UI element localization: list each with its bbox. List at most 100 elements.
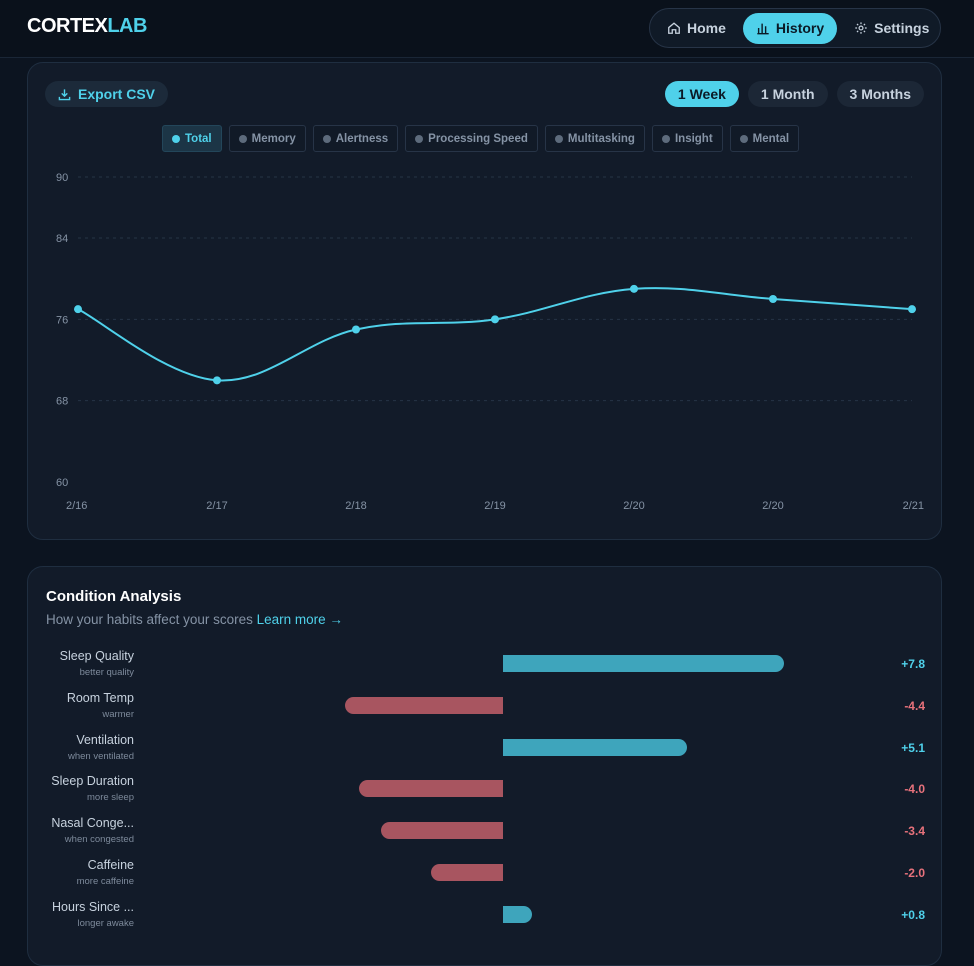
filter-processing-speed[interactable]: Processing Speed <box>405 125 538 152</box>
filter-dot-icon <box>172 134 180 143</box>
factor-row: Sleep Quality better quality +7.8 <box>28 649 943 687</box>
filter-memory[interactable]: Memory <box>228 125 306 152</box>
metric-filters: Total Memory Alertness Processing Speed … <box>162 125 800 152</box>
condition-title: Condition Analysis <box>46 588 182 605</box>
y-tick-label: 68 <box>56 396 68 408</box>
x-tick-label: 2/20 <box>623 500 644 512</box>
filter-label: Total <box>185 132 212 145</box>
x-tick-label: 2/16 <box>66 500 87 512</box>
condition-subtitle: How your habits affect your scores Learn… <box>46 612 343 627</box>
range-1-month-button[interactable]: 1 Month <box>747 81 828 107</box>
series-line-total <box>77 287 913 382</box>
condition-analysis-card: Condition Analysis How your habits affec… <box>27 566 942 966</box>
factor-bar <box>503 905 532 923</box>
factor-value: +5.1 <box>901 740 925 755</box>
y-tick-label: 76 <box>56 314 68 326</box>
factor-row: Caffeine more caffeine -2.0 <box>28 858 943 896</box>
y-tick-label: 84 <box>56 233 68 245</box>
factor-bar <box>503 655 784 672</box>
gear-icon <box>855 22 867 34</box>
factor-description: warmer <box>102 708 134 720</box>
nav-settings-button[interactable]: Settings <box>841 13 942 44</box>
factor-bar <box>344 696 503 714</box>
factor-name: Ventilation <box>76 732 134 747</box>
filter-insight[interactable]: Insight <box>651 125 723 152</box>
filter-total[interactable]: Total <box>162 125 222 152</box>
factor-description: longer awake <box>77 917 134 929</box>
factor-name: Sleep Duration <box>51 774 134 789</box>
factor-row: Hours Since ... longer awake +0.8 <box>28 900 943 938</box>
factor-bar <box>431 864 503 881</box>
x-tick-label: 2/20 <box>762 500 783 512</box>
nav-home-button[interactable]: Home <box>654 13 739 44</box>
export-csv-label: Export CSV <box>78 86 156 102</box>
filter-dot-icon <box>554 134 563 143</box>
x-tick-label: 2/18 <box>345 500 366 512</box>
factor-row: Sleep Duration more sleep -4.0 <box>28 774 943 812</box>
logo-part-2: LAB <box>107 15 147 37</box>
score-line-chart: 90 84 76 68 60 2/16 2/17 2/18 2/19 2/20 2/20 2/21 <box>56 172 924 512</box>
factor-row: Room Temp warmer -4.4 <box>28 691 943 729</box>
factor-description: when congested <box>64 834 134 846</box>
filter-mental[interactable]: Mental <box>729 125 800 152</box>
filter-label: Mental <box>752 132 790 145</box>
filter-label: Processing Speed <box>428 132 528 145</box>
x-tick-label: 2/21 <box>903 500 924 512</box>
factor-description: more caffeine <box>76 876 134 887</box>
filter-dot-icon <box>415 134 424 143</box>
filter-label: Multitasking <box>567 132 635 145</box>
learn-more-link[interactable]: Learn more → <box>256 612 343 627</box>
nav-history-label: History <box>775 20 825 36</box>
top-bar: CORTEXLAB Home History Settings <box>0 0 974 58</box>
factor-value: -2.0 <box>904 866 925 880</box>
factor-name: Nasal Conge... <box>51 816 134 831</box>
x-tick-label: 2/17 <box>206 500 227 512</box>
data-point <box>908 305 916 314</box>
logo-part-1: CORTEX <box>27 15 108 37</box>
factor-row: Ventilation when ventilated +5.1 <box>28 733 943 771</box>
filter-alertness[interactable]: Alertness <box>312 125 399 152</box>
factor-description: better quality <box>79 667 134 678</box>
data-point <box>769 295 777 303</box>
filter-label: Memory <box>251 132 296 145</box>
app-logo[interactable]: CORTEXLAB <box>27 15 147 38</box>
factor-bar <box>503 738 687 756</box>
filter-dot-icon <box>322 134 331 143</box>
main-nav: Home History Settings <box>649 8 941 48</box>
filter-dot-icon <box>661 134 670 143</box>
nav-history-button[interactable]: History <box>742 12 838 44</box>
condition-subtitle-text: How your habits affect your scores <box>46 612 253 627</box>
data-point <box>630 284 638 293</box>
factor-name: Sleep Quality <box>59 649 134 663</box>
factor-name: Room Temp <box>66 690 134 705</box>
factor-bar <box>380 822 503 840</box>
export-csv-button[interactable]: Export CSV <box>45 81 169 107</box>
factor-bar <box>359 780 503 798</box>
factor-value: -4.4 <box>904 698 925 713</box>
bar-chart-icon <box>757 23 769 35</box>
factor-name: Hours Since ... <box>52 899 134 914</box>
nav-settings-label: Settings <box>874 20 930 36</box>
factor-name: Caffeine <box>87 858 134 872</box>
range-3-months-button[interactable]: 3 Months <box>836 81 924 107</box>
filter-dot-icon <box>238 134 247 143</box>
filter-multitasking[interactable]: Multitasking <box>544 125 645 152</box>
factor-description: when ventilated <box>67 750 134 762</box>
download-icon <box>58 88 71 100</box>
data-point <box>74 305 82 314</box>
factor-description: more sleep <box>87 792 134 804</box>
filter-label: Alertness <box>335 132 389 145</box>
factor-row: Nasal Conge... when congested -3.4 <box>28 816 943 854</box>
filter-dot-icon <box>739 134 748 143</box>
y-tick-label: 60 <box>56 477 68 489</box>
factor-value: -3.4 <box>904 824 925 839</box>
history-chart-card: Export CSV 1 Week 1 Month 3 Months Total… <box>27 62 942 540</box>
x-tick-label: 2/19 <box>484 500 505 512</box>
factor-value: +0.8 <box>901 907 925 922</box>
home-icon <box>668 22 680 34</box>
time-range-selector: 1 Week 1 Month 3 Months <box>664 81 924 107</box>
data-point <box>491 315 499 324</box>
filter-label: Insight <box>674 132 713 145</box>
range-1-week-button[interactable]: 1 Week <box>664 81 739 107</box>
nav-home-label: Home <box>687 20 726 36</box>
